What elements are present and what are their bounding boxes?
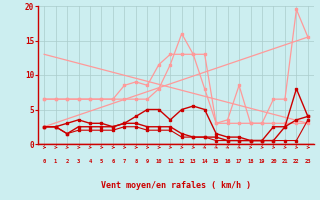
X-axis label: Vent moyen/en rafales ( km/h ): Vent moyen/en rafales ( km/h ) <box>101 181 251 190</box>
